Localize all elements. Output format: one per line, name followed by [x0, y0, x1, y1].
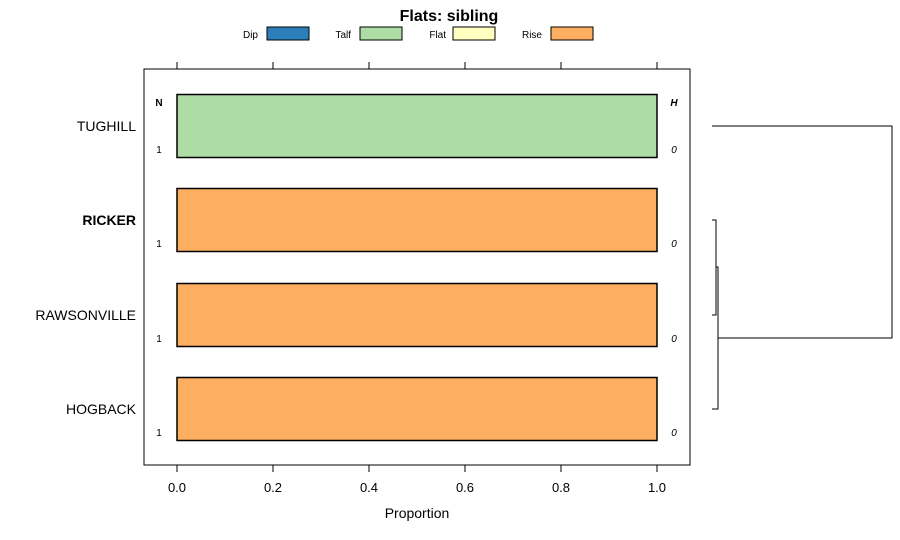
x-tick-label: 0.2 [264, 480, 282, 495]
bar-segment-rise [176, 187, 658, 253]
legend-label-talf: Talf [335, 30, 351, 41]
x-axis: 0.0 0.2 0.4 0.6 0.8 1.0 [168, 62, 666, 495]
legend-swatch-talf [359, 26, 403, 41]
x-tick-label: 0.0 [168, 480, 186, 495]
x-tick-label: 1.0 [648, 480, 666, 495]
row-hogback: HOGBACK 1 0 [66, 376, 677, 442]
row-n-value: 1 [156, 334, 162, 345]
x-tick-label: 0.4 [360, 480, 378, 495]
plot-frame [143, 68, 691, 466]
x-tick-label: 0.6 [456, 480, 474, 495]
x-tick-label: 0.8 [552, 480, 570, 495]
dendrogram-branch-ricker-rawsonville-hogback [712, 266, 719, 410]
dendrogram [712, 125, 893, 410]
row-ricker: RICKER 1 0 [82, 187, 677, 253]
h-column-header: H [670, 98, 678, 109]
row-tughill: TUGHILL 1 0 [77, 93, 677, 159]
row-label: TUGHILL [77, 118, 136, 134]
n-column-header: N [155, 98, 162, 109]
legend-label-dip: Dip [243, 30, 258, 41]
bar-segment-rise [176, 376, 658, 442]
row-label: RICKER [82, 212, 136, 228]
row-n-value: 1 [156, 145, 162, 156]
dendrogram-branch-ricker-rawsonville [712, 219, 717, 316]
row-n-value: 1 [156, 239, 162, 250]
bar-segment-rise [176, 282, 658, 348]
row-h-value: 0 [671, 239, 677, 250]
row-h-value: 0 [671, 428, 677, 439]
row-rawsonville: RAWSONVILLE 1 0 [35, 282, 677, 348]
row-n-value: 1 [156, 428, 162, 439]
row-label: HOGBACK [66, 401, 137, 417]
legend-swatch-rise [550, 26, 594, 41]
dendrogram-branch-root [712, 125, 893, 339]
row-h-value: 0 [671, 145, 677, 156]
legend: Dip Talf Flat Rise [243, 26, 594, 41]
legend-label-rise: Rise [522, 30, 542, 41]
x-axis-label: Proportion [385, 505, 450, 521]
legend-swatch-flat [452, 26, 496, 41]
legend-label-flat: Flat [429, 30, 446, 41]
legend-swatch-dip [266, 26, 310, 41]
bar-rows: TUGHILL 1 0 RICKER 1 0 RAWSONVILLE 1 0 HOGBACK 1 0 [35, 93, 677, 442]
bar-segment-talf [176, 93, 658, 159]
row-label: RAWSONVILLE [35, 307, 136, 323]
chart-title: Flats: sibling [400, 8, 499, 25]
row-h-value: 0 [671, 334, 677, 345]
